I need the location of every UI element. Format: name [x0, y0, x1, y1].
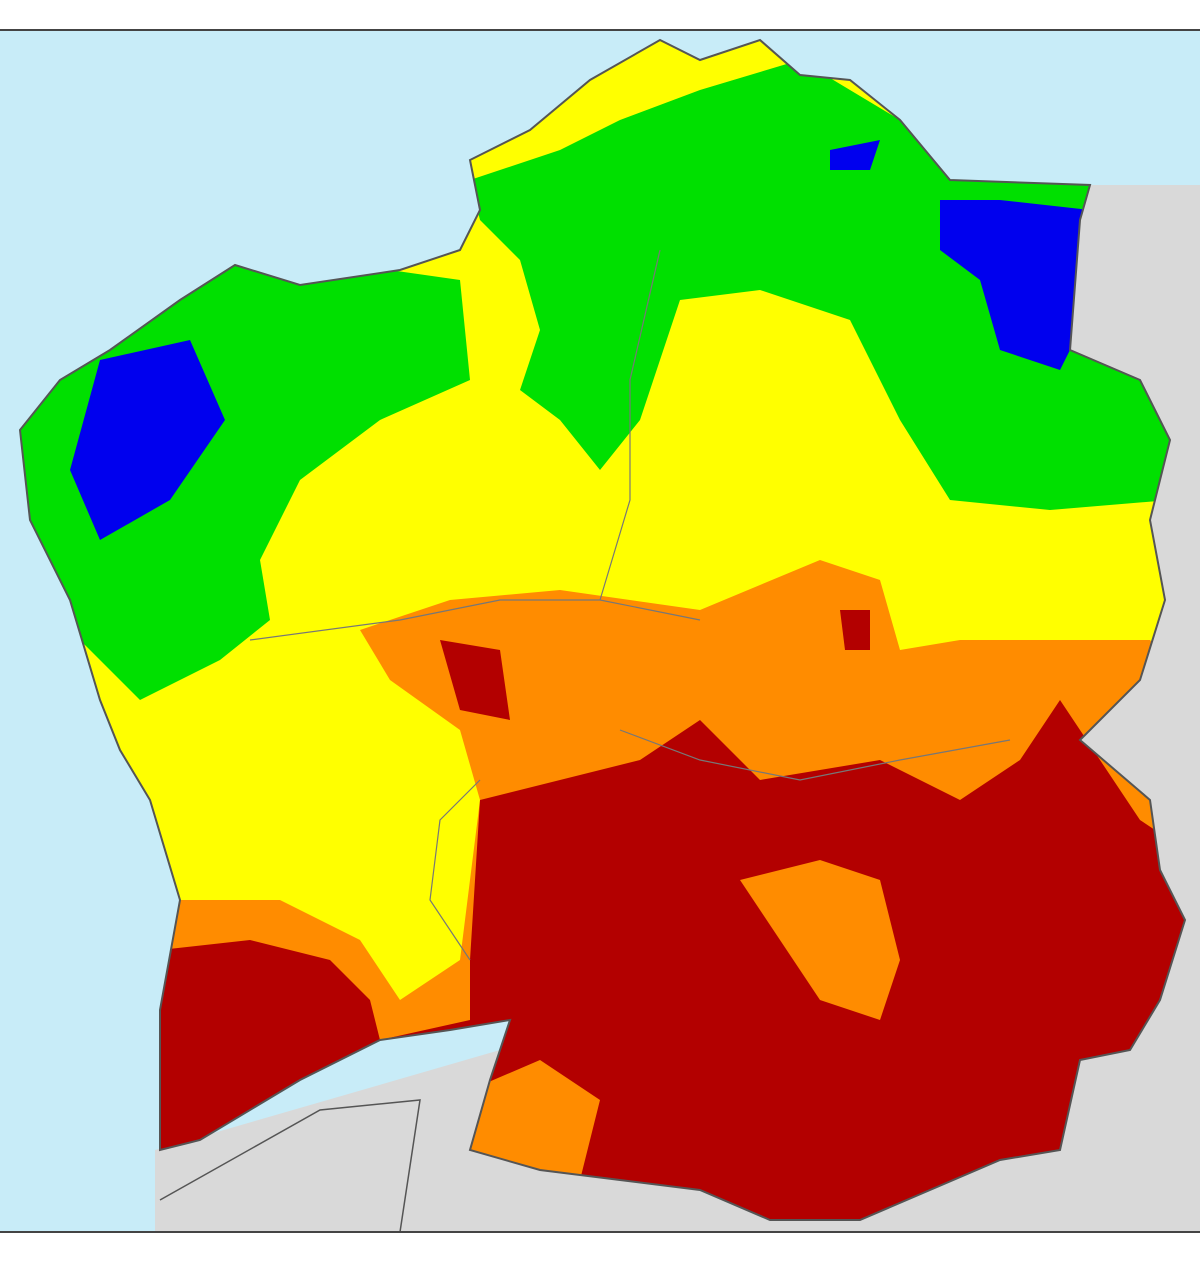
zone-very-low: [940, 200, 1090, 370]
province-border: [619, 729, 1011, 781]
region-outline: [18, 38, 1187, 1221]
zone-very-high: [840, 610, 870, 650]
province-border: [599, 249, 661, 601]
province-border: [429, 779, 481, 961]
zone-high: [740, 860, 900, 1020]
province-border: [249, 599, 701, 641]
border-line: [159, 1099, 421, 1233]
zone-very-low: [70, 340, 225, 540]
zone-very-low: [830, 140, 880, 170]
zone-very-high: [440, 640, 510, 720]
province-borders: [249, 249, 1011, 961]
zone-high: [470, 1060, 600, 1180]
